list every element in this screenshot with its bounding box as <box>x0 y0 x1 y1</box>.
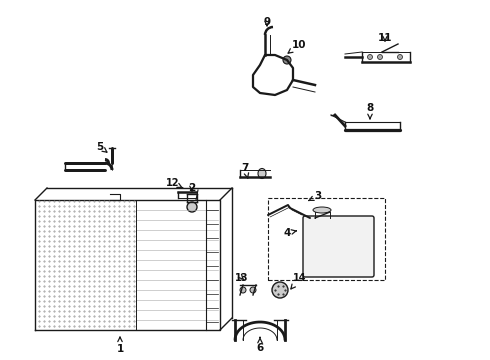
Circle shape <box>377 54 383 59</box>
Text: 7: 7 <box>241 163 249 179</box>
Circle shape <box>187 202 197 212</box>
Text: 13: 13 <box>235 273 249 283</box>
Text: 10: 10 <box>288 40 306 53</box>
Text: 14: 14 <box>291 273 307 289</box>
Circle shape <box>240 287 246 293</box>
Text: 8: 8 <box>367 103 373 119</box>
Text: 2: 2 <box>188 183 196 193</box>
Text: 3: 3 <box>309 191 321 201</box>
Text: 1: 1 <box>117 337 123 354</box>
Circle shape <box>368 54 372 59</box>
Circle shape <box>397 54 402 59</box>
Circle shape <box>272 282 288 298</box>
Text: 6: 6 <box>256 337 264 353</box>
Text: 4: 4 <box>283 228 296 238</box>
Circle shape <box>250 287 256 293</box>
Text: 11: 11 <box>378 33 392 43</box>
Bar <box>268 198 385 280</box>
Text: 5: 5 <box>97 142 107 152</box>
Text: 12: 12 <box>166 178 183 188</box>
Ellipse shape <box>313 207 331 213</box>
Ellipse shape <box>258 168 266 179</box>
Circle shape <box>283 56 291 64</box>
FancyBboxPatch shape <box>303 216 374 277</box>
Text: 9: 9 <box>264 17 270 27</box>
